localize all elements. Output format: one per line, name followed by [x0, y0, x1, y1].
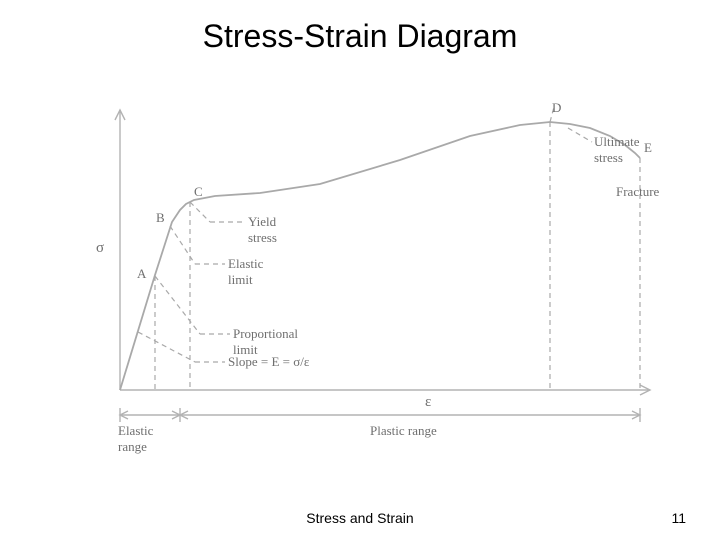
- label-plastic-range: Plastic range: [370, 423, 437, 439]
- label-yield: Yieldstress: [248, 214, 277, 246]
- point-d: D: [552, 100, 561, 116]
- label-elastic-limit: Elasticlimit: [228, 256, 263, 288]
- axis-label-epsilon: ε: [425, 394, 431, 411]
- footer-caption: Stress and Strain: [0, 510, 720, 526]
- point-c: C: [194, 184, 203, 200]
- label-slope: Slope = E = σ/ε: [228, 354, 309, 370]
- label-elastic-range: Elasticrange: [118, 423, 153, 455]
- chart-svg: [0, 0, 720, 540]
- point-b: B: [156, 210, 165, 226]
- stress-strain-diagram: [0, 0, 720, 540]
- point-a: A: [137, 266, 146, 282]
- label-fracture: Fracture: [616, 184, 659, 200]
- label-ultimate: Ultimatestress: [594, 134, 640, 166]
- axis-label-sigma: σ: [96, 240, 104, 257]
- page-number: 11: [671, 510, 686, 526]
- point-e: E: [644, 140, 652, 156]
